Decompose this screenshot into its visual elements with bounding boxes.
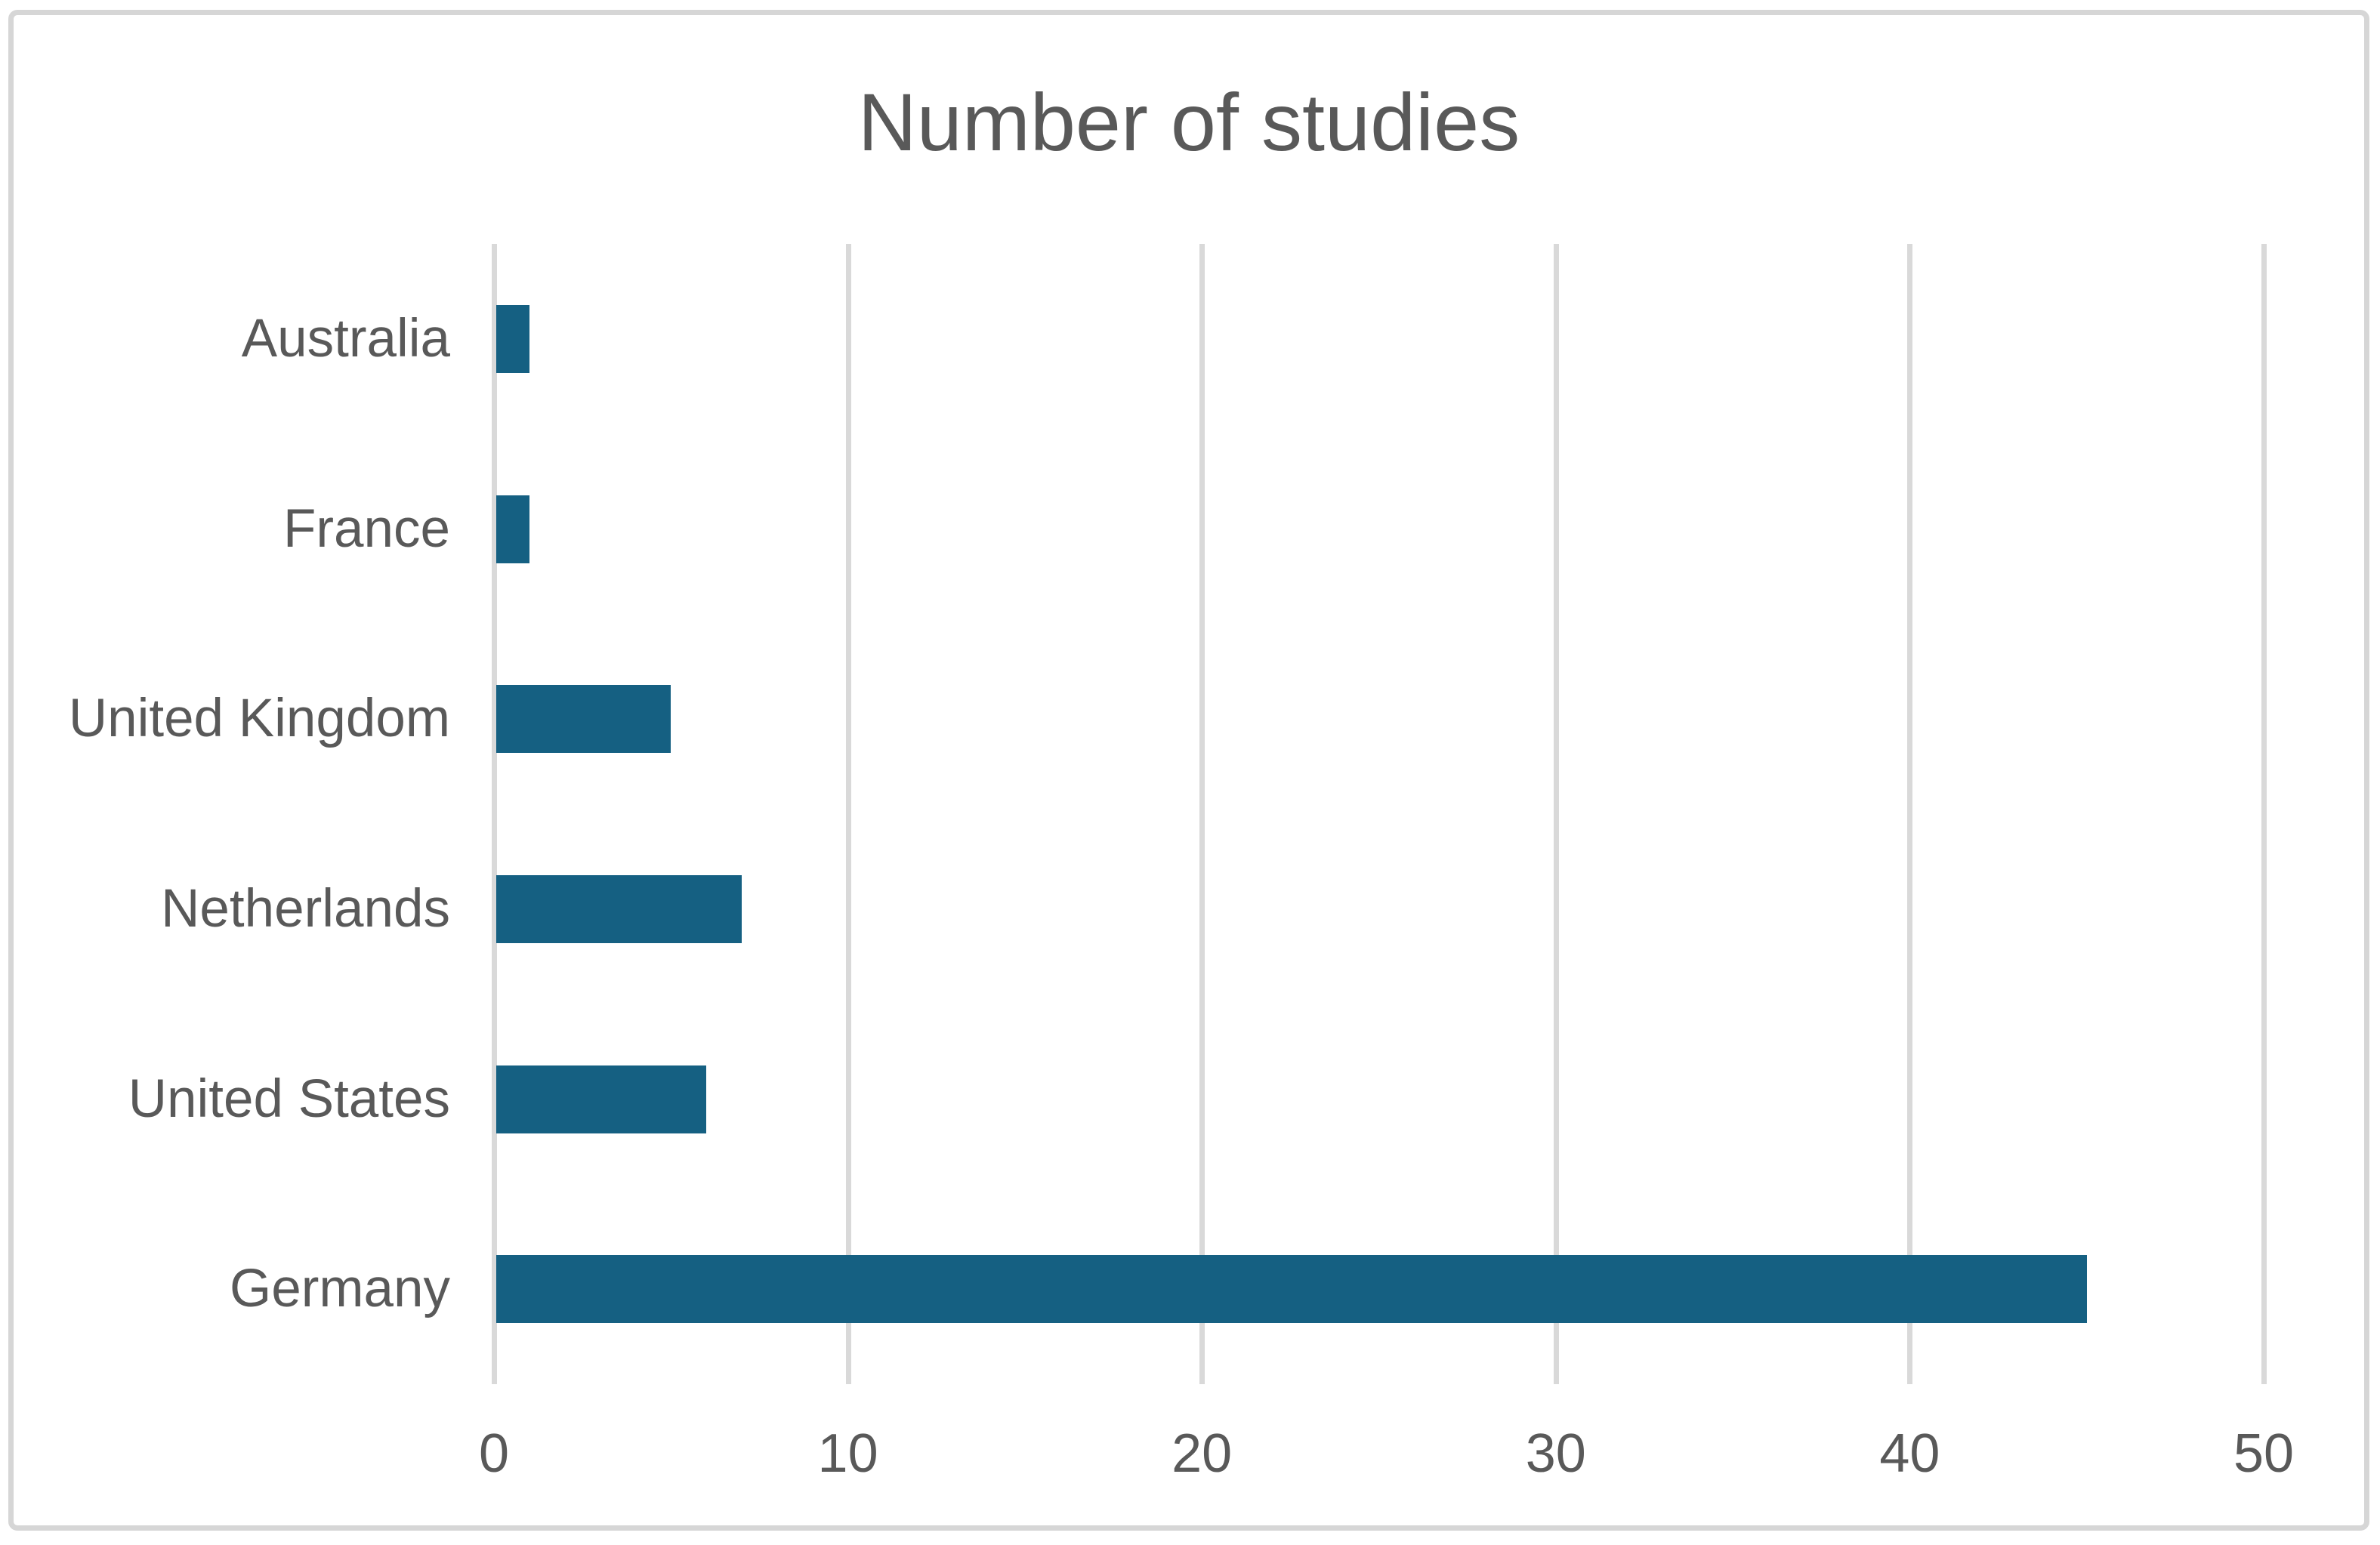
bar: [496, 495, 529, 563]
bar: [496, 1065, 707, 1133]
gridline: [845, 244, 851, 1384]
category-label: Germany: [230, 1259, 450, 1319]
category-label: Netherlands: [161, 878, 450, 939]
bar: [496, 874, 742, 943]
bar: [496, 685, 671, 754]
category-label: Australia: [241, 308, 450, 369]
x-axis-tick-label: 0: [478, 1423, 510, 1484]
bar: [496, 1255, 2087, 1324]
gridline: [2261, 244, 2267, 1384]
gridline: [1907, 244, 1913, 1384]
x-axis-tick-label: 50: [2233, 1423, 2295, 1484]
x-axis-tick-label: 20: [1171, 1423, 1233, 1484]
bar: [496, 304, 529, 373]
category-label: United Kingdom: [68, 689, 450, 749]
category-label: United States: [128, 1069, 450, 1129]
gridline: [1553, 244, 1559, 1384]
x-axis-tick-label: 40: [1879, 1423, 1940, 1484]
gridline: [1199, 244, 1205, 1384]
x-axis-tick-label: 30: [1525, 1423, 1586, 1484]
category-label: France: [283, 498, 450, 559]
gridline: [492, 244, 497, 1384]
chart-title: Number of studies: [857, 76, 1520, 168]
x-axis-tick-label: 10: [817, 1423, 878, 1484]
chart-frame: Number of studies 0 10 20 30 40 50 Australia Fr…: [8, 10, 2369, 1531]
